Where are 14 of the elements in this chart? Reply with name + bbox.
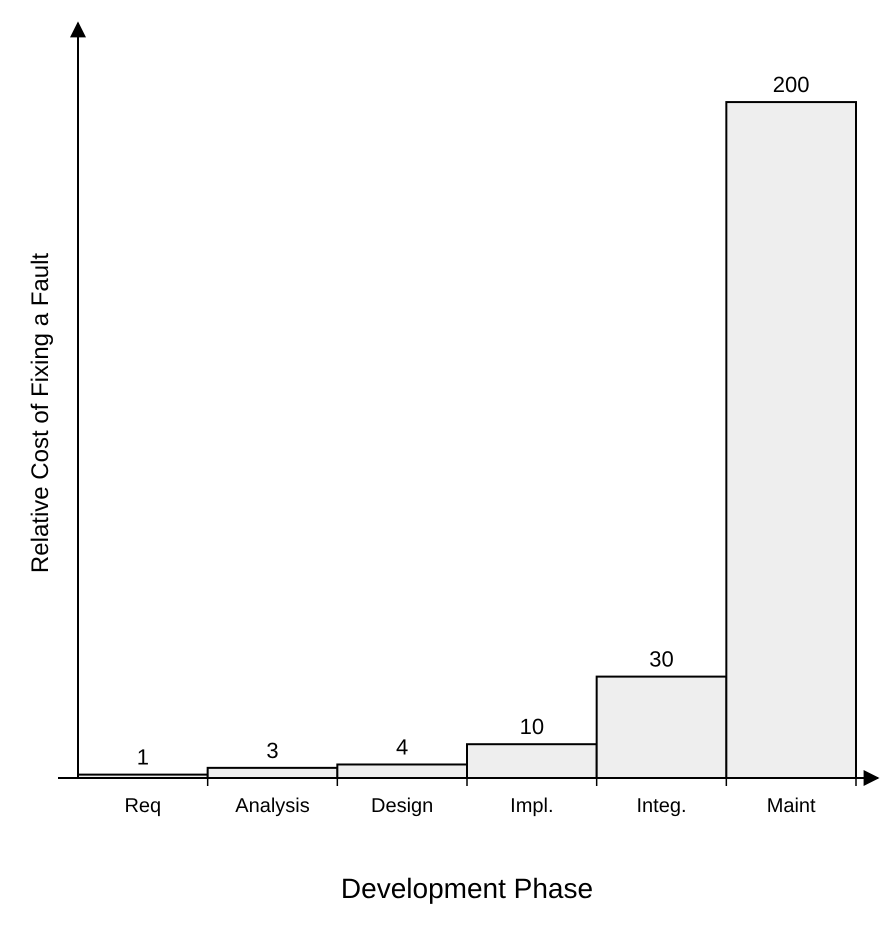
x-tick-label: Design xyxy=(371,795,434,817)
x-tick-label: Integ. xyxy=(636,795,687,817)
x-tick-label: Maint xyxy=(766,795,816,817)
x-axis-title: Development Phase xyxy=(340,873,594,904)
x-tick-label: Analysis xyxy=(235,795,310,817)
data-label: 200 xyxy=(772,72,810,98)
data-label: 30 xyxy=(649,646,674,672)
data-label: 4 xyxy=(396,734,408,760)
x-tick-label: Req xyxy=(124,795,162,817)
x-tick-label: Impl. xyxy=(510,795,554,817)
data-label: 3 xyxy=(266,738,279,763)
data-label: 1 xyxy=(136,744,149,770)
y-axis-title: Relative Cost of Fixing a Fault xyxy=(27,252,54,574)
data-label: 10 xyxy=(520,714,544,740)
